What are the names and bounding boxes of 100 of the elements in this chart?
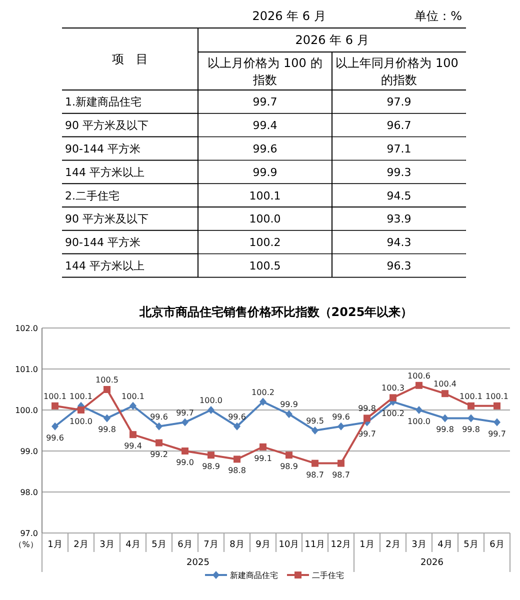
x-tick-label: 7月 (204, 540, 218, 550)
text: 2025 (186, 558, 210, 568)
data-label: 99.6 (332, 412, 350, 422)
x-tick-label: 11月 (304, 540, 326, 550)
point (182, 418, 188, 426)
point (468, 402, 474, 410)
point (182, 448, 188, 454)
y-tick-label: 101.0 (15, 365, 38, 374)
data-label: 100.0 (408, 417, 430, 426)
x-tick-label: 3月 (412, 540, 426, 550)
chart-title: 2026 年 6 月 (252, 9, 326, 23)
data-label: 100.3 (382, 384, 404, 393)
data-label: 99.6 (46, 433, 64, 442)
data-label: 98.9 (202, 462, 220, 472)
point (78, 406, 84, 414)
data-label: 100.1 (122, 392, 144, 401)
y-tick-label: 2.二手住宅 (65, 189, 120, 202)
data-label: 100.1 (486, 392, 508, 401)
point (338, 422, 344, 430)
data-label: 99.4 (252, 119, 278, 132)
point (260, 443, 266, 450)
y-tick-label: 144 平方米以上 (65, 260, 144, 272)
data-label: 100.1 (249, 189, 281, 202)
point (312, 460, 318, 467)
point (130, 402, 136, 410)
text: 项 目 (112, 52, 148, 66)
x-tick-label: 5月 (464, 540, 478, 550)
point (416, 382, 422, 389)
point (312, 426, 318, 434)
data-label: 100.0 (200, 396, 222, 405)
data-label: 96.7 (386, 119, 412, 132)
x-tick-label: 4月 (126, 540, 140, 550)
data-label: 98.7 (306, 470, 324, 480)
point (234, 422, 240, 430)
data-label: 96.3 (386, 260, 412, 272)
data-label: 97.9 (386, 96, 412, 109)
point (494, 418, 500, 426)
text: 2026 (420, 558, 444, 568)
data-label: 100.2 (249, 236, 281, 250)
data-label: 94.5 (386, 189, 412, 202)
x-tick-label: 1月 (48, 540, 62, 550)
x-tick-label: 8月 (230, 540, 244, 550)
data-label: 99.7 (252, 96, 278, 109)
chart-subtitle: 单位：% (414, 9, 462, 23)
data-label: 99.7 (176, 408, 194, 418)
data-label: 99.1 (254, 454, 272, 463)
point (104, 386, 110, 393)
point (442, 390, 448, 398)
data-label: 99.8 (98, 425, 116, 434)
y-tick-label: 100.0 (15, 406, 38, 415)
data-label: 99.0 (176, 458, 194, 467)
x-tick-label: 4月 (438, 540, 452, 550)
point (390, 394, 396, 402)
data-label: 100.0 (249, 212, 281, 226)
data-label: 100.4 (434, 380, 456, 389)
point (494, 402, 500, 410)
y-axis-title: （%） (14, 540, 38, 549)
y-tick-label: 102.0 (15, 324, 38, 333)
data-label: 99.8 (462, 425, 480, 434)
data-label: 99.8 (358, 404, 376, 414)
text: 2026 年 6 月 (295, 33, 369, 47)
point (130, 431, 136, 438)
legend-label: 二手住宅 (312, 571, 344, 580)
x-tick-label: 1月 (360, 540, 374, 550)
point (338, 460, 344, 467)
data-label: 100.6 (408, 371, 430, 380)
x-tick-label: 以上月价格为 100 的指数 (208, 56, 322, 87)
chart-title: 北京市商品住宅销售价格环比指数（2025年以来） (138, 305, 413, 319)
x-tick-label: 10月 (278, 540, 300, 550)
legend-label: 新建商品住宅 (230, 571, 278, 580)
data-label: 97.1 (386, 142, 412, 156)
data-label: 99.5 (306, 416, 324, 426)
data-label: 100.5 (96, 376, 118, 384)
point (208, 406, 214, 414)
data-label: 100.2 (382, 408, 404, 418)
x-tick-label: 12月 (330, 540, 352, 550)
data-label: 100.1 (460, 392, 482, 401)
data-label: 99.8 (436, 425, 454, 434)
y-tick-label: 90 平方米及以下 (65, 212, 148, 226)
data-label: 99.6 (228, 412, 246, 422)
x-tick-label: 9月 (256, 540, 270, 550)
point (104, 414, 110, 422)
y-tick-label: 90-144 平方米 (65, 142, 140, 156)
data-label: 98.7 (332, 470, 350, 480)
point (286, 410, 292, 418)
point (52, 402, 58, 410)
data-label: 100.1 (70, 392, 92, 401)
data-label: 100.1 (44, 392, 66, 401)
y-tick-label: 99.0 (20, 447, 38, 456)
x-tick-label: 3月 (100, 540, 114, 550)
point (52, 422, 58, 430)
data-label: 100.5 (249, 260, 281, 272)
data-label: 99.4 (124, 442, 142, 451)
point (156, 439, 162, 446)
x-tick-label: 5月 (152, 540, 166, 550)
y-tick-label: 97.0 (20, 529, 38, 538)
data-label: 100.2 (252, 388, 274, 397)
x-tick-label: 以上年同月价格为 100 的指数 (336, 56, 462, 87)
x-tick-label: 6月 (490, 540, 504, 550)
point (234, 456, 240, 463)
